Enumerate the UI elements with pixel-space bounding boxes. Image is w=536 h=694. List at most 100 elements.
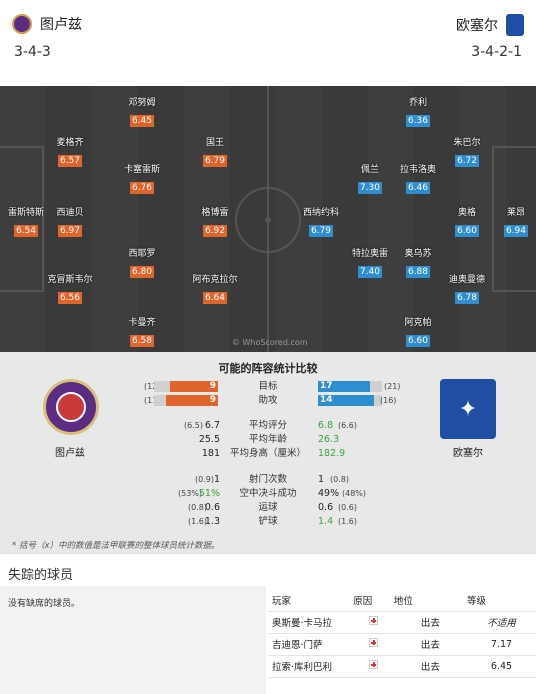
table-header: 玩家 原因 地位 等级 — [268, 589, 536, 612]
home-player[interactable]: 格博雷 6.92 — [193, 205, 237, 237]
avg-height-label: 平均身高（厘米） — [229, 448, 306, 459]
player-rating: 6.76 — [130, 182, 154, 194]
home-aerial-season: (53%) — [178, 489, 203, 498]
away-player[interactable]: 西纳约科 6.79 — [295, 205, 347, 237]
home-player[interactable]: 西迪贝 6.97 — [48, 205, 92, 237]
away-player[interactable]: 迪奥曼德 6.78 — [441, 272, 493, 304]
home-assists-bar-fill — [166, 395, 218, 406]
away-player[interactable]: 拉韦洛奥 6.46 — [392, 162, 444, 194]
player-rating: 6.80 — [130, 266, 154, 278]
avg-rating-label: 平均评分 — [248, 420, 287, 431]
home-missing-panel: 没有缺席的球员。 — [0, 586, 266, 694]
home-assists-season: (11) — [144, 396, 161, 405]
player-rating: 6.46 — [406, 182, 430, 194]
away-player[interactable]: 朱巴尔 6.72 — [445, 135, 489, 167]
injury-icon — [369, 616, 379, 625]
home-player[interactable]: 克冒斯韦尔 6.56 — [44, 272, 96, 304]
player-rating: 6.60 — [455, 225, 479, 237]
player-name: 西耶罗 — [128, 249, 156, 259]
player-rating: 6.57 — [58, 155, 82, 167]
home-player[interactable]: 邓努姆 6.45 — [120, 95, 164, 127]
centre-spot — [265, 217, 271, 223]
away-tackles-season: (1.6) — [338, 517, 357, 526]
away-team[interactable]: 欧塞尔 — [456, 14, 524, 36]
away-player[interactable]: 莱昂 6.94 — [494, 205, 536, 237]
home-player[interactable]: 阿布克拉尔 6.64 — [189, 272, 241, 304]
aerial-label: 空中决斗成功 — [239, 488, 297, 499]
player-name: 阿布克拉尔 — [192, 275, 238, 285]
player-rating: 6.72 — [455, 155, 479, 167]
col-rating[interactable]: 等级 — [466, 589, 536, 612]
player-rating: 6.45 — [130, 115, 154, 127]
player-name: 西迪贝 — [56, 208, 84, 218]
player-name: 邓努姆 — [128, 98, 156, 108]
home-aerial-won: 51% — [198, 488, 220, 499]
col-player[interactable]: 玩家 — [268, 589, 354, 612]
watermark: © WhoScored.com — [232, 338, 308, 347]
away-player[interactable]: 乔利 6.36 — [396, 95, 440, 127]
home-goals-value: 9 — [209, 381, 216, 391]
player-rating: 7.30 — [358, 182, 382, 194]
player-name: 朱巴尔 — [453, 138, 481, 148]
shots-label: 射门次数 — [248, 474, 287, 485]
pitch: 雷斯特斯 6.54 麦格齐 6.57 西迪贝 6.97 克冒斯韦尔 6.56 邓… — [0, 86, 536, 352]
away-avg-age: 26.3 — [318, 434, 340, 445]
away-aerial-season: (48%) — [342, 489, 367, 498]
home-player[interactable]: 卡塞雷斯 6.76 — [120, 162, 164, 194]
away-tackles: 1.4 — [318, 516, 334, 527]
home-team-crest-icon — [43, 379, 99, 435]
away-assists-value: 14 — [320, 395, 333, 405]
away-team-crest-icon: ✦ — [440, 379, 496, 439]
home-tackles-season: (1.6) — [188, 517, 207, 526]
away-player[interactable]: 奥乌苏 6.88 — [396, 246, 440, 278]
home-goals-bar-fill — [170, 381, 218, 392]
away-player[interactable]: 奥格 6.60 — [445, 205, 489, 237]
home-player[interactable]: 雷斯特斯 6.54 — [4, 205, 48, 237]
player-name: 卡曼齐 — [128, 318, 156, 328]
injury-icon — [369, 638, 379, 647]
col-status[interactable]: 地位 — [393, 589, 467, 612]
player-link[interactable]: 吉迪恩·门萨 — [268, 633, 354, 656]
home-team[interactable]: 图卢兹 — [12, 14, 82, 34]
player-name: 迪奥曼德 — [448, 275, 485, 285]
player-link[interactable]: 拉索·库利巴利 — [268, 655, 354, 678]
player-rating: 6.94 — [504, 225, 528, 237]
away-crest-icon — [506, 14, 524, 36]
home-player[interactable]: 卡曼齐 6.58 — [120, 315, 164, 347]
away-player[interactable]: 佩兰 7.30 — [348, 162, 392, 194]
away-goals-bar-fill — [318, 381, 370, 392]
home-player[interactable]: 麦格齐 6.57 — [48, 135, 92, 167]
home-team-label: 图卢兹 — [55, 448, 85, 459]
player-name: 麦格齐 — [56, 138, 84, 148]
home-avg-height: 181 — [201, 448, 220, 459]
home-player[interactable]: 国王 6.79 — [193, 135, 237, 167]
status-cell: 出去 — [393, 611, 467, 634]
home-crest-icon — [12, 14, 32, 34]
away-shots: 1 — [318, 474, 325, 485]
player-name: 阿克帕 — [404, 318, 432, 328]
home-shots: 1 — [213, 474, 220, 485]
goals-label: 目标 — [258, 381, 278, 392]
reason-cell — [353, 611, 394, 634]
home-shots-season: (0.9) — [195, 475, 214, 484]
player-rating: 7.40 — [358, 266, 382, 278]
match-header: 图卢兹 欧塞尔 3-4-3 3-4-2-1 — [0, 0, 536, 86]
away-rating-season: (6.6) — [338, 421, 357, 430]
col-reason[interactable]: 原因 — [353, 589, 394, 612]
table-row: 奥斯曼·卡马拉 出去 不适用 — [268, 611, 536, 634]
away-penalty-box — [492, 146, 536, 292]
player-name: 国王 — [205, 138, 224, 148]
table-row: 吉迪恩·门萨 出去 7.17 — [268, 633, 536, 656]
home-player[interactable]: 西耶罗 6.80 — [120, 246, 164, 278]
away-team-name[interactable]: 欧塞尔 — [456, 18, 498, 34]
home-goals-season: (12) — [144, 382, 161, 391]
away-player[interactable]: 阿克帕 6.60 — [396, 315, 440, 347]
player-link[interactable]: 奥斯曼·卡马拉 — [268, 611, 354, 634]
home-penalty-box — [0, 146, 44, 292]
player-rating: 6.60 — [406, 335, 430, 347]
home-dribbles-season: (0.8) — [188, 503, 207, 512]
away-player[interactable]: 特拉奥雷 7.40 — [344, 246, 396, 278]
away-aerial-won: 49% — [318, 488, 340, 499]
home-team-name[interactable]: 图卢兹 — [40, 17, 82, 33]
status-cell: 出去 — [393, 655, 467, 678]
